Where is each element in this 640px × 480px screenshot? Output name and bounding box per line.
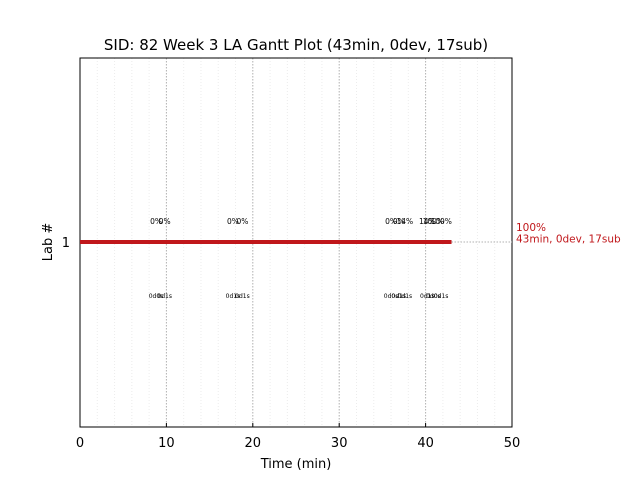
marker-labels: 0% 0d0s 0% 0d1s 0% 0d1s 0% 0d1s 0% 0d0s 0% 0d1s 14% 0… xyxy=(149,217,452,300)
end-label-percent: 100% xyxy=(516,222,546,234)
marker-top-label: 0% xyxy=(150,217,162,226)
marker-top-label: 14% xyxy=(397,217,414,226)
x-tick-label: 0 xyxy=(76,436,84,451)
marker-top-label: 0% xyxy=(159,217,171,226)
marker-top-label: 100% xyxy=(423,217,444,226)
marker-bottom-label: 0d1s xyxy=(226,293,241,300)
marker-bottom-label: 0d1s xyxy=(157,293,172,300)
marker-bottom-label: 0d1s xyxy=(398,293,413,300)
y-tick-label: 1 xyxy=(62,236,70,251)
marker-bottom-label: 0d0s xyxy=(149,293,164,300)
marker-bottom-label: 0d1s xyxy=(434,293,449,300)
x-tick-label: 30 xyxy=(331,436,348,451)
bars: 100%43min, 0dev, 17sub xyxy=(80,222,621,246)
marker-top-label: 14% xyxy=(419,217,436,226)
y-axis-label: Lab # xyxy=(41,223,56,262)
marker-bottom-label: 0d1s xyxy=(392,293,407,300)
x-tick-label: 40 xyxy=(417,436,434,451)
x-axis-label: Time (min) xyxy=(260,457,332,472)
x-tick-label: 20 xyxy=(245,436,262,451)
chart-title: SID: 82 Week 3 LA Gantt Plot (43min, 0de… xyxy=(104,36,488,54)
marker-top-label: 0% xyxy=(236,217,248,226)
marker-top-label: 0% xyxy=(385,217,397,226)
marker-top-label: 100% xyxy=(430,217,451,226)
marker-bottom-label: 0d1s xyxy=(420,293,435,300)
marker-bottom-label: 0d0s xyxy=(384,293,399,300)
x-tick-label: 10 xyxy=(158,436,175,451)
marker-bottom-label: 0d1s xyxy=(235,293,250,300)
end-label-summary: 43min, 0dev, 17sub xyxy=(516,234,621,246)
x-axis-ticks: 0 10 20 30 40 50 xyxy=(76,423,520,451)
marker-top-label: 0% xyxy=(227,217,239,226)
marker-top-label: 0% xyxy=(393,217,405,226)
marker-bottom-label: 0d0s xyxy=(426,293,441,300)
x-tick-label: 50 xyxy=(504,436,521,451)
